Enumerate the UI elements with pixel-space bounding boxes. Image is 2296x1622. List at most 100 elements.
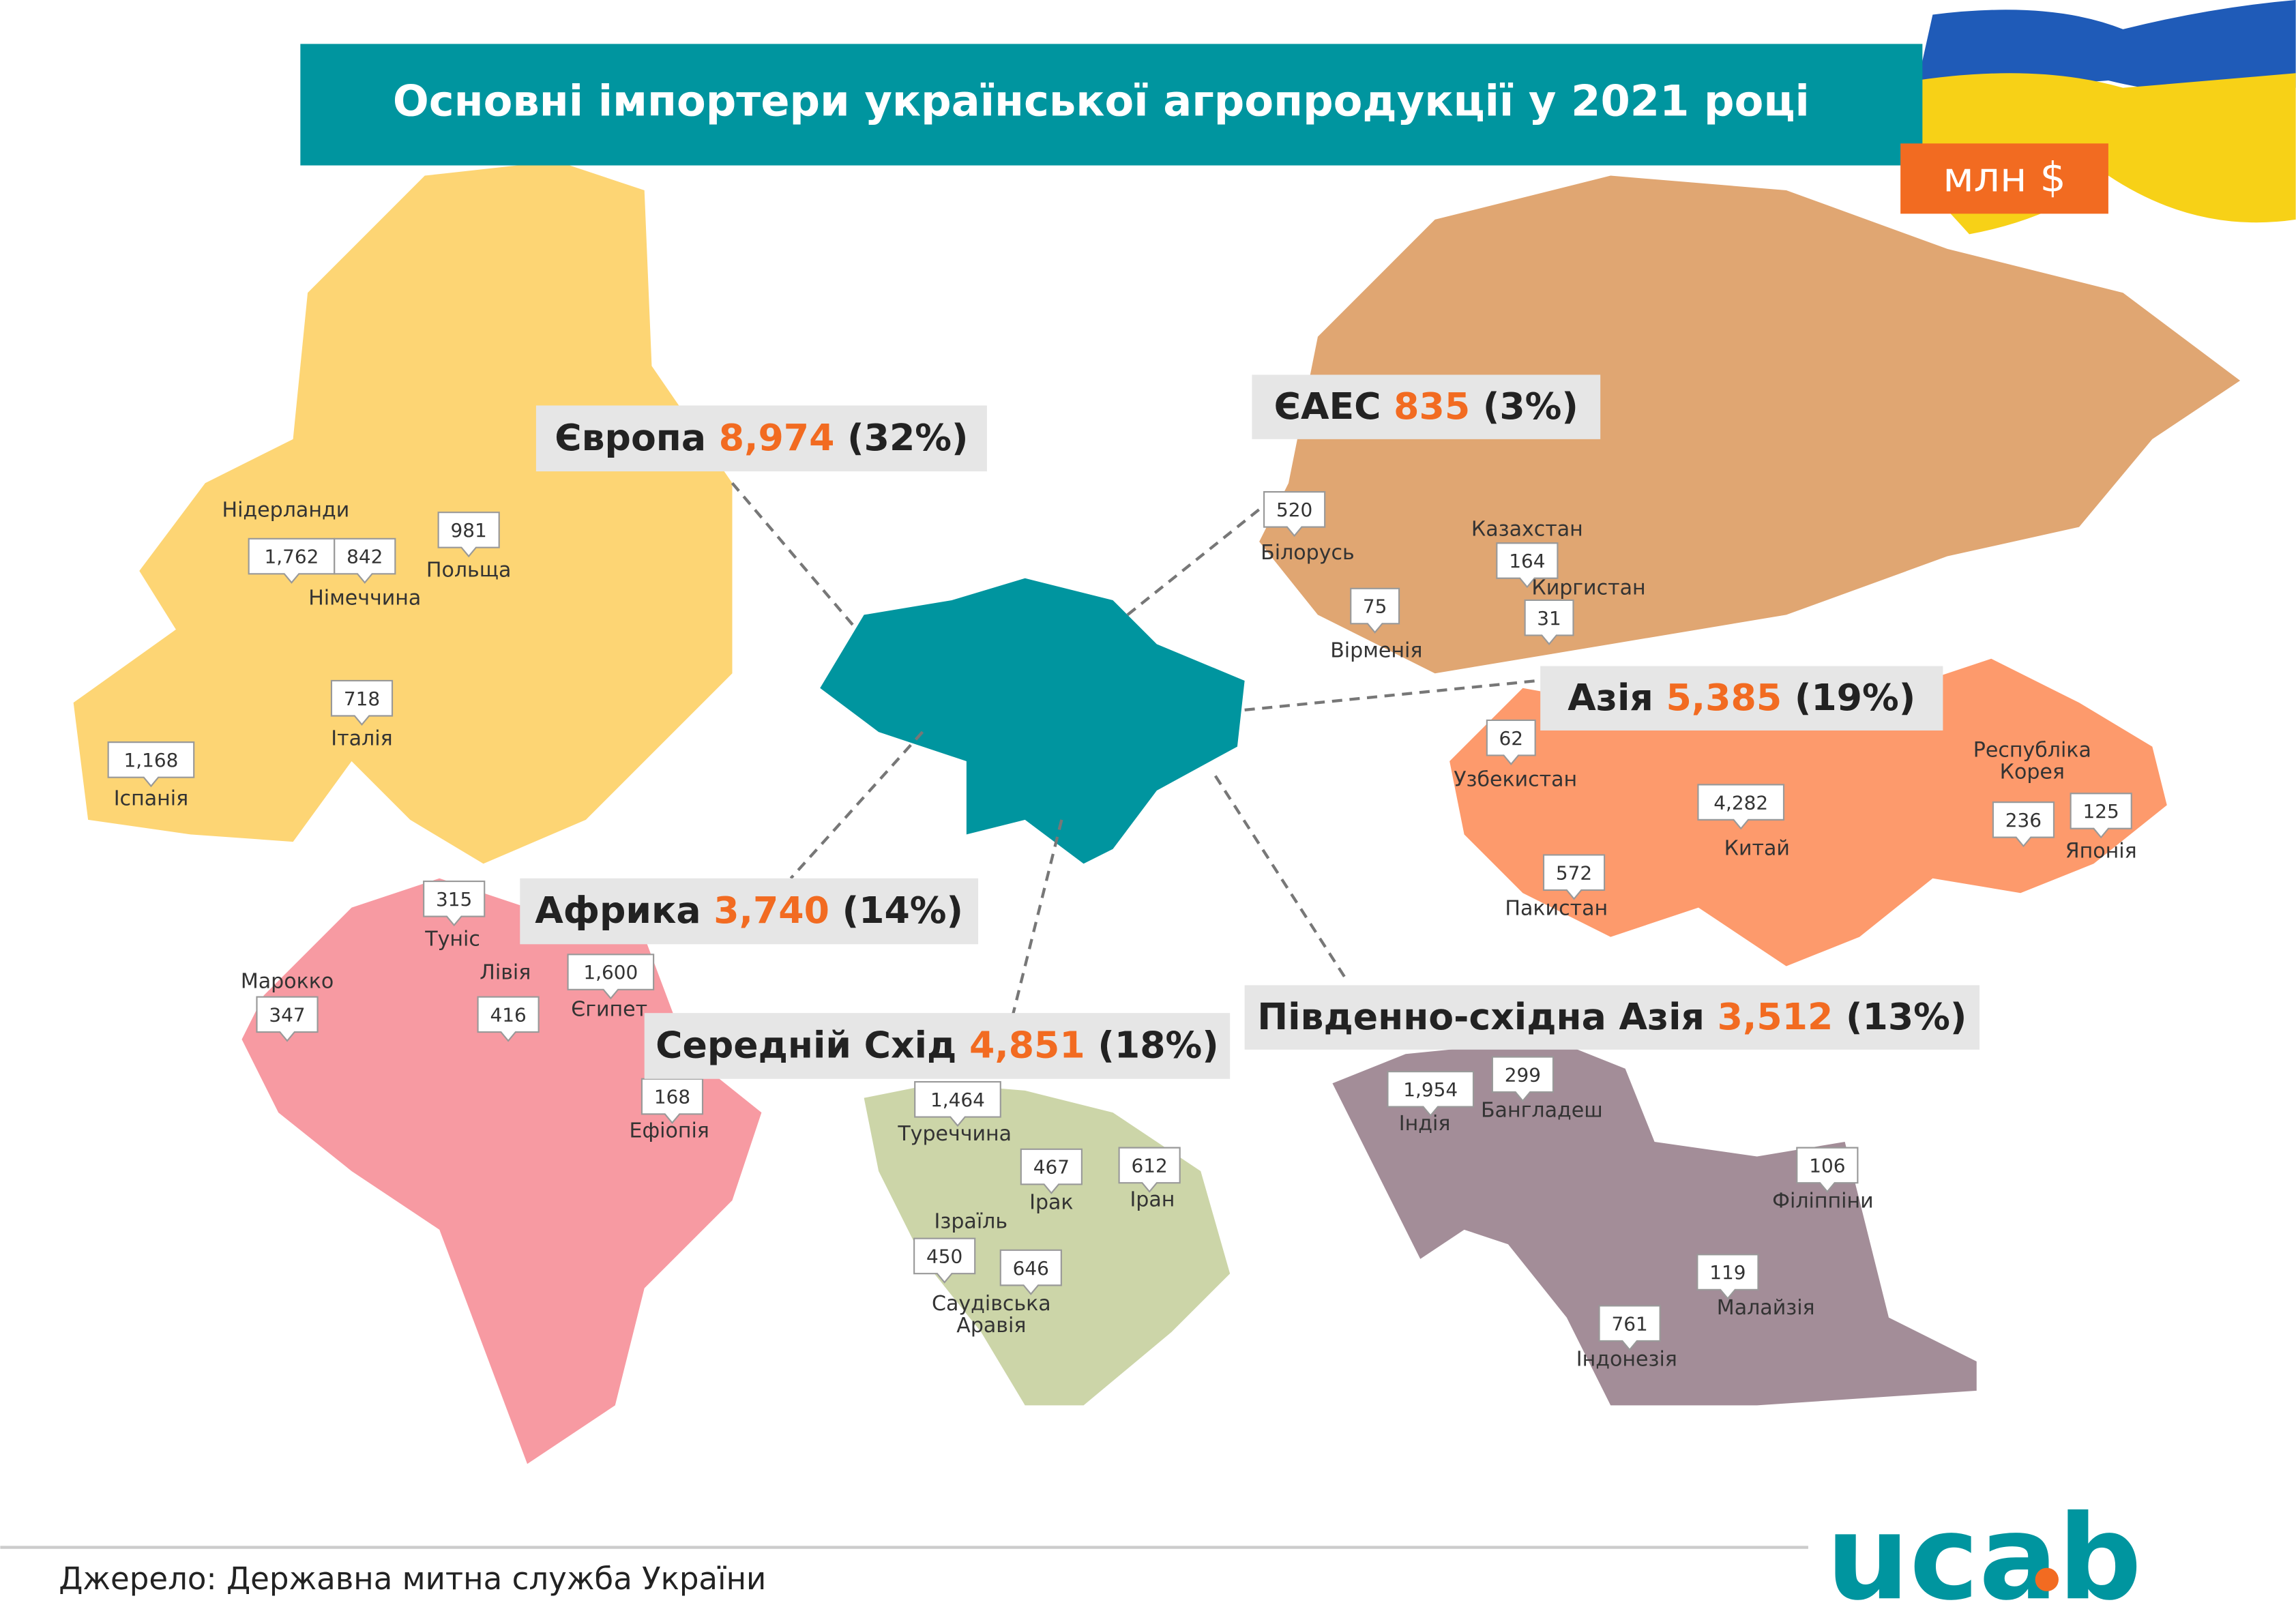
country-value: 347	[269, 1003, 305, 1026]
country-name: Японія	[2065, 840, 2137, 864]
country-name: Аравія	[956, 1314, 1026, 1338]
value-bubble	[1496, 542, 1559, 589]
region-value: 4,851	[969, 1023, 1085, 1066]
country-value: 612	[1132, 1155, 1168, 1177]
region-label: Південно-східна Азія 3,512 (13%)	[1257, 994, 1967, 1037]
country-name: Малайзія	[1717, 1296, 1815, 1320]
country-value: 75	[1363, 595, 1387, 618]
country-name: Ізраїль	[934, 1210, 1008, 1234]
country-value: 125	[2083, 800, 2119, 823]
country-name: Киргистан	[1531, 576, 1645, 600]
country-value: 467	[1033, 1156, 1070, 1179]
region-share: (14%)	[842, 889, 963, 932]
region-share: (18%)	[1098, 1023, 1218, 1066]
region-value: 8,974	[719, 416, 835, 459]
region-box	[1252, 374, 1601, 439]
country-value: 106	[1809, 1155, 1845, 1177]
value-bubble	[1486, 719, 1536, 765]
value-bubble	[1387, 1070, 1475, 1117]
connector	[1244, 679, 1538, 712]
country-value: 572	[1556, 861, 1592, 884]
value-bubble	[477, 996, 540, 1042]
country-value: 31	[1537, 607, 1561, 630]
region-box	[644, 1013, 1231, 1079]
country-name: Туніс	[424, 927, 480, 951]
connector	[1213, 775, 1349, 982]
value-bubble	[1263, 491, 1326, 537]
asia-map	[1449, 658, 2167, 967]
region-label: ЄАЕС 835 (3%)	[1274, 384, 1578, 427]
country-name: Німеччина	[308, 586, 421, 610]
country-name: Республіка	[1973, 739, 2091, 763]
country-name: Вірменія	[1330, 639, 1422, 663]
unit-box	[1900, 143, 2108, 214]
region-name: Середній Схід	[656, 1023, 956, 1066]
country-name: Італія	[331, 726, 392, 750]
source: Джерело: Державна митна служба України	[59, 1561, 766, 1597]
region-name: Південно-східна Азія	[1257, 994, 1705, 1037]
country-value: 416	[490, 1003, 526, 1026]
country-name: Білорусь	[1261, 541, 1355, 565]
country-value: 718	[344, 688, 380, 710]
country-value: 62	[1499, 727, 1524, 750]
europe-map	[73, 161, 733, 864]
value-bubble	[334, 537, 396, 584]
country-name: Польща	[426, 559, 512, 583]
region-name: Європа	[555, 416, 706, 459]
value-bubble	[1992, 801, 2055, 848]
country-value: 761	[1611, 1312, 1647, 1335]
country-name: Індія	[1399, 1112, 1451, 1136]
region-name: Азія	[1568, 676, 1653, 719]
region-share: (19%)	[1795, 676, 1915, 719]
region-share: (13%)	[1846, 994, 1967, 1037]
value-bubble	[330, 679, 394, 726]
country-name: Корея	[2000, 761, 2065, 784]
country-value: 1,762	[265, 546, 319, 568]
country-value: 164	[1509, 550, 1545, 572]
country-value: 119	[1709, 1261, 1746, 1284]
value-bubble	[1542, 854, 1606, 900]
connector	[1009, 819, 1063, 1025]
value-bubble	[2070, 793, 2132, 839]
region-box	[520, 878, 979, 945]
logo: ucab	[1826, 1490, 2142, 1622]
value-bubble	[1697, 784, 1785, 830]
country-name: Єгипет	[571, 997, 647, 1021]
title-bar	[300, 44, 1923, 166]
country-name: Лівія	[480, 961, 531, 985]
country-name: Китай	[1724, 836, 1790, 860]
value-bubble	[641, 1078, 704, 1124]
country-name: Іспанія	[114, 786, 188, 810]
value-bubble	[567, 954, 655, 1000]
africa-map	[241, 878, 762, 1464]
ukraine-map	[820, 578, 1245, 864]
value-bubble	[256, 996, 319, 1042]
region-label: Африка 3,740 (14%)	[535, 889, 963, 932]
country-name: Бангладеш	[1481, 1098, 1603, 1122]
region-label: Європа 8,974 (32%)	[555, 416, 968, 459]
country-value: 236	[2005, 809, 2042, 831]
country-value: 1,168	[124, 749, 179, 771]
value-bubble	[913, 1237, 976, 1284]
country-name: Туреччина	[897, 1122, 1012, 1146]
connector	[1126, 497, 1275, 617]
country-name: Узбекистан	[1454, 767, 1577, 791]
region-name: Африка	[535, 889, 701, 932]
country-name: Саудівська	[932, 1292, 1051, 1316]
value-bubble	[1491, 1056, 1555, 1102]
region-label: Азія 5,385 (19%)	[1568, 676, 1915, 719]
country-value: 1,954	[1403, 1078, 1458, 1101]
country-name: Пакистан	[1505, 896, 1608, 920]
logo-dot	[2035, 1567, 2059, 1591]
title: Основні імпортери української агропродук…	[393, 76, 1810, 126]
region-value: 835	[1394, 384, 1470, 427]
value-bubble	[1524, 599, 1574, 646]
country-name: Філіппіни	[1772, 1190, 1874, 1213]
country-name: Казахстан	[1471, 517, 1583, 541]
country-value: 981	[451, 519, 487, 542]
country-value: 646	[1013, 1257, 1049, 1280]
value-bubble	[423, 880, 486, 927]
value-bubble	[1598, 1305, 1661, 1351]
value-bubble	[1696, 1254, 1759, 1300]
value-bubble	[999, 1249, 1062, 1295]
